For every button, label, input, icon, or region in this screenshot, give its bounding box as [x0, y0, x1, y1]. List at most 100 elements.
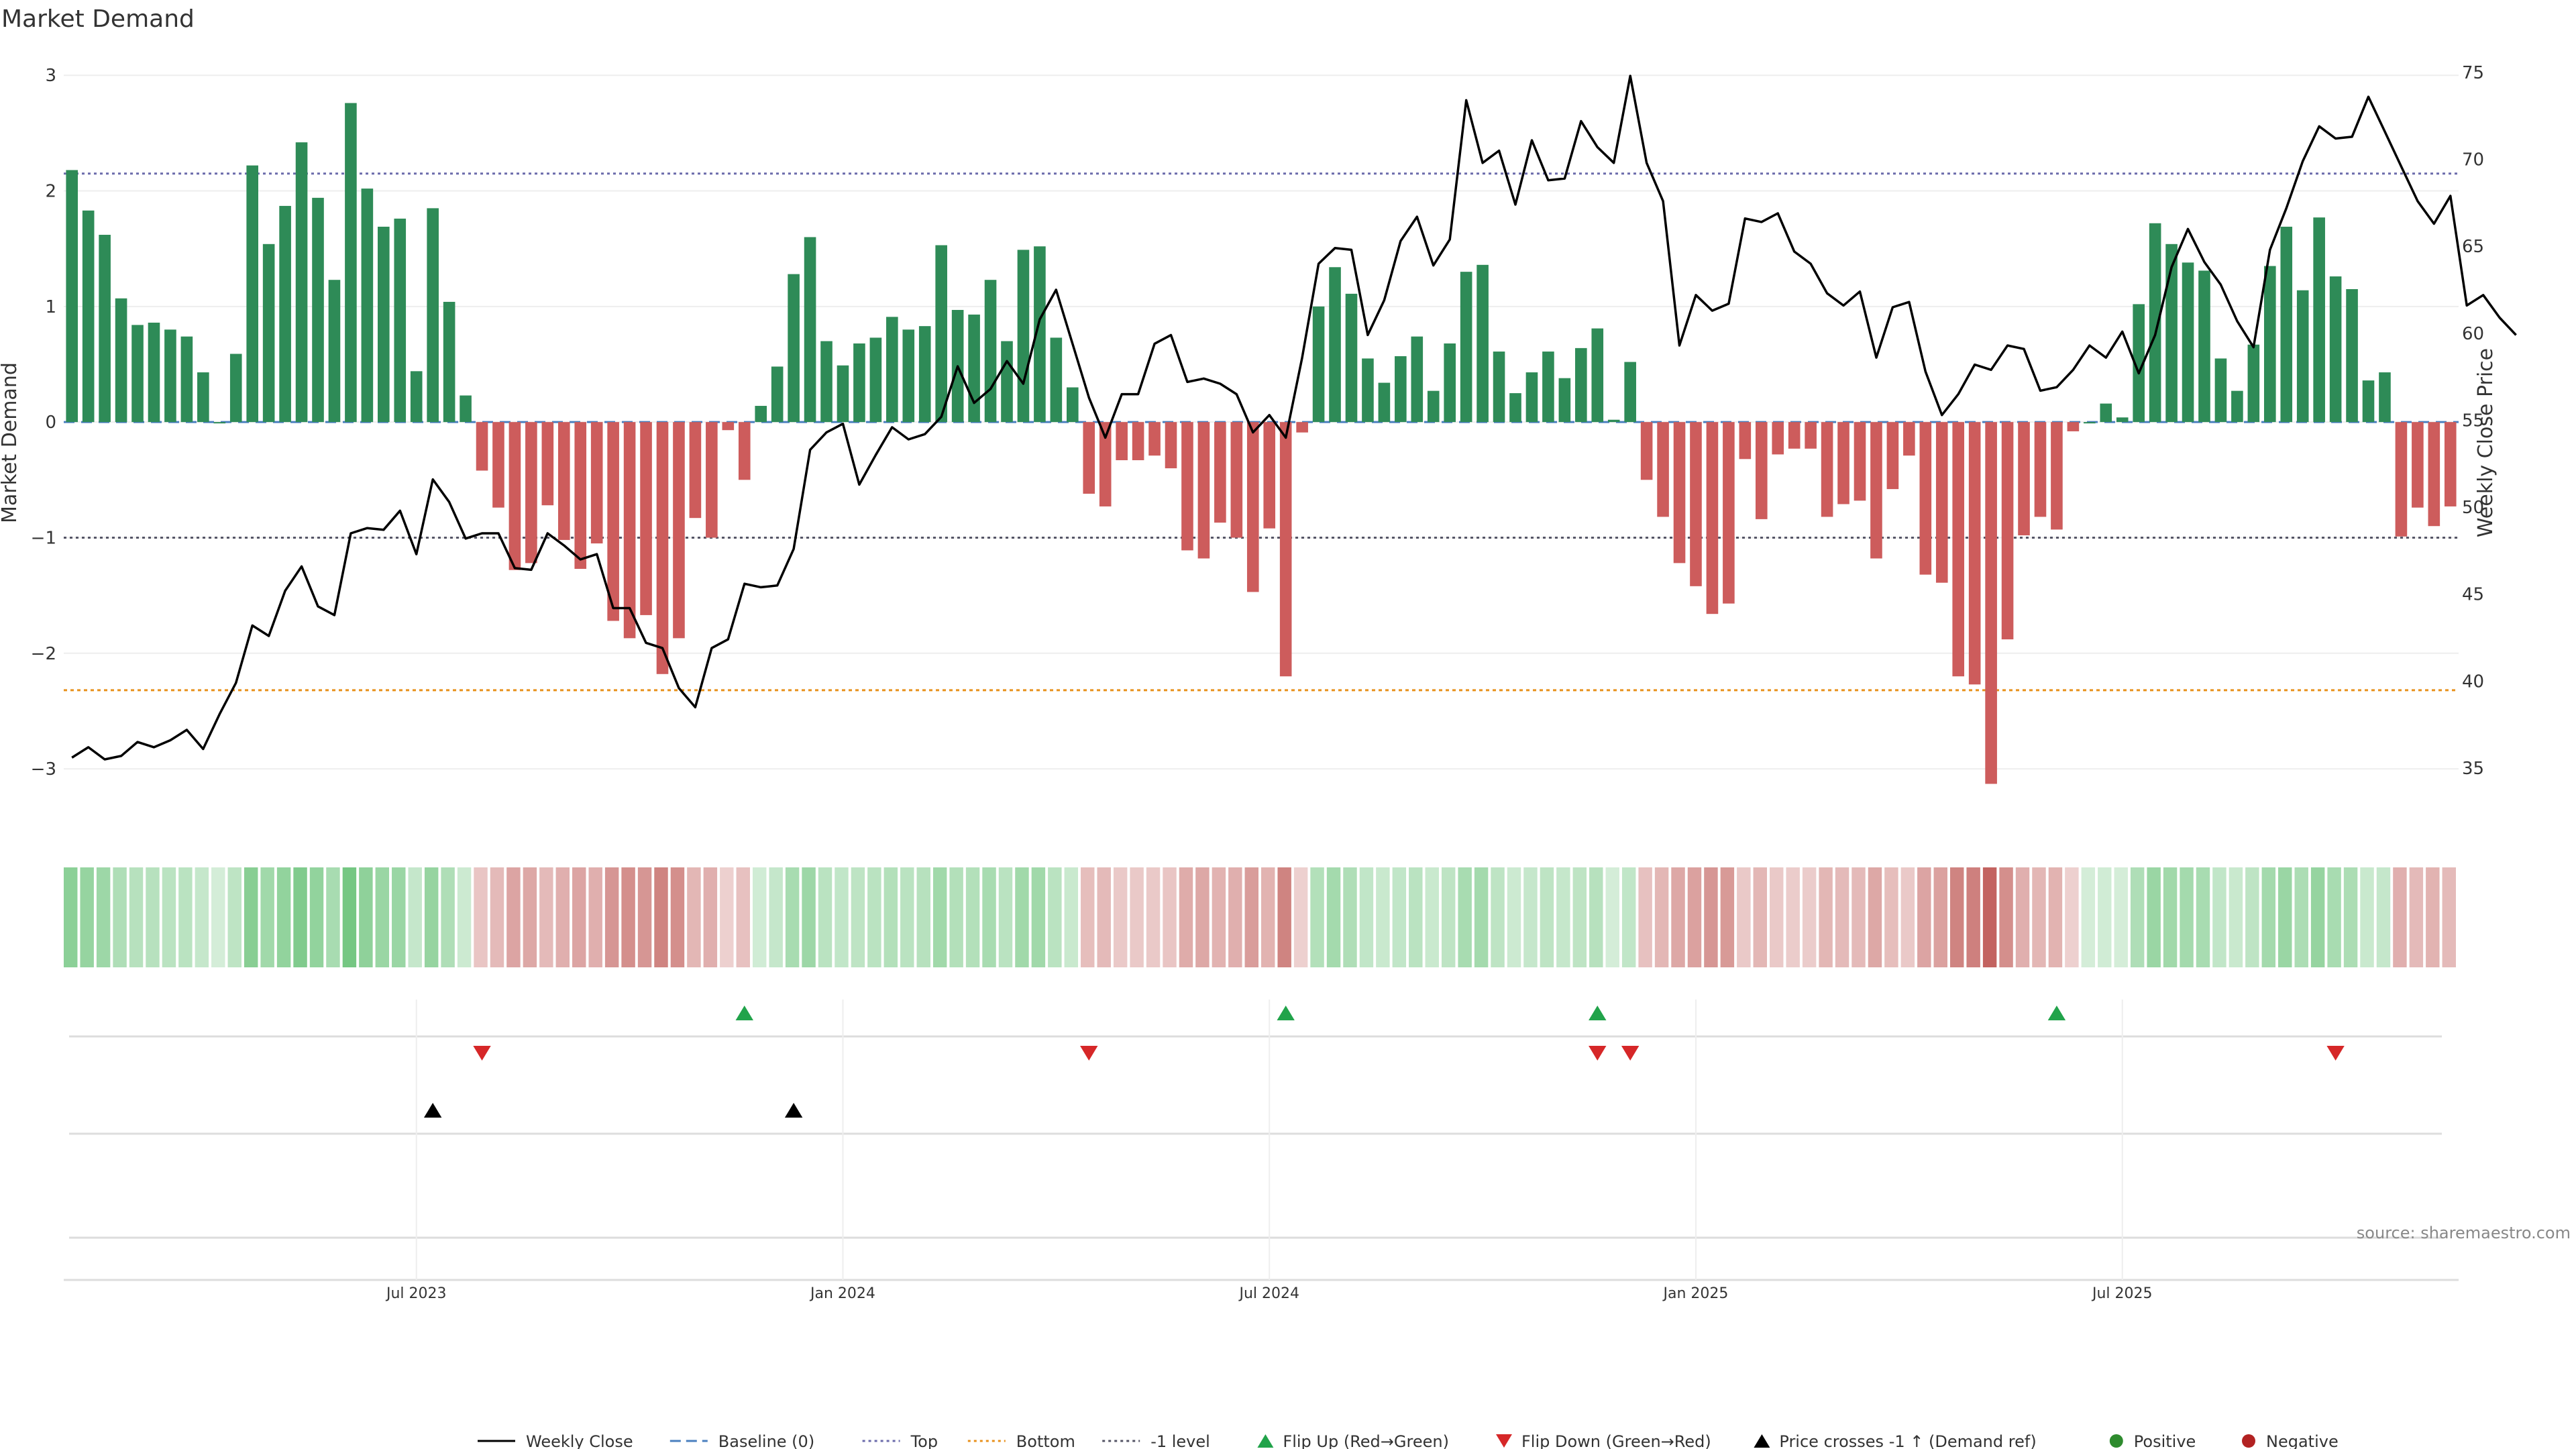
legend-label: Weekly Close — [526, 1432, 633, 1449]
negative-demand-bar — [1952, 422, 1965, 677]
heat-strip-cell — [670, 867, 685, 967]
positive-demand-bar — [394, 218, 407, 423]
heat-strip-cell — [2360, 867, 2374, 967]
positive-demand-bar — [410, 371, 423, 423]
positive-demand-bar — [788, 274, 800, 423]
negative-demand-bar — [590, 422, 603, 544]
heat-strip-cell — [2310, 867, 2325, 967]
positive-demand-bar — [1558, 378, 1571, 423]
positive-demand-bar — [1362, 358, 1374, 423]
heat-strip-cell — [523, 867, 537, 967]
heat-strip-cell — [1770, 867, 1784, 967]
negative-demand-bar — [1148, 422, 1161, 456]
heat-strip-cell — [2327, 867, 2341, 967]
positive-demand-bar — [1477, 264, 1489, 423]
negative-demand-bar — [476, 422, 488, 471]
flip-up-marker — [735, 1006, 753, 1020]
positive-demand-bar — [1427, 390, 1440, 423]
flip-down-marker — [1080, 1046, 1098, 1061]
heat-strip-cell — [474, 867, 488, 967]
positive-demand-bar — [771, 366, 784, 423]
positive-demand-bar — [2362, 380, 2375, 423]
flip-up-marker — [1589, 1006, 1607, 1020]
heat-strip-cell — [260, 867, 274, 967]
negative-demand-bar — [738, 422, 751, 480]
negative-demand-bar — [1657, 422, 1669, 517]
heat-strip-cell — [309, 867, 324, 967]
legend-label: Top — [910, 1432, 938, 1449]
heat-strip-cell — [752, 867, 767, 967]
heat-strip-cell — [1638, 867, 1652, 967]
positive-demand-bar — [820, 341, 833, 423]
y-tick-label: 0 — [45, 413, 56, 433]
heat-strip-cell — [703, 867, 718, 967]
heat-strip-cell — [441, 867, 455, 967]
negative-demand-bar — [1230, 422, 1243, 538]
heat-strip-cell — [818, 867, 833, 967]
heat-strip-cell — [457, 867, 472, 967]
heat-strip-cell — [1277, 867, 1291, 967]
heat-strip-cell — [1163, 867, 1177, 967]
y-tick-label: −2 — [31, 644, 56, 664]
positive-demand-bar — [82, 210, 95, 423]
positive-demand-bar — [1329, 267, 1341, 423]
positive-demand-bar — [66, 170, 78, 423]
positive-demand-bar — [2214, 358, 2227, 423]
negative-demand-bar — [2067, 422, 2080, 431]
positive-demand-bar — [164, 329, 176, 423]
heat-strip-cell — [1900, 867, 1915, 967]
negative-demand-bar — [1673, 422, 1686, 564]
heat-strip-cell — [1195, 867, 1210, 967]
positive-demand-bar — [131, 325, 144, 423]
heat-strip-cell — [1507, 867, 1521, 967]
negative-demand-bar — [1296, 422, 1308, 433]
positive-demand-bar — [1444, 343, 1456, 423]
heat-strip-cell — [1031, 867, 1046, 967]
y-tick-label: 1 — [45, 297, 56, 317]
positive-demand-bar — [2198, 270, 2210, 423]
heat-strip-cell — [2409, 867, 2424, 967]
positive-demand-bar — [279, 205, 291, 423]
legend-swatch — [2242, 1434, 2255, 1448]
positive-demand-bar — [197, 372, 209, 423]
heat-strip-cell — [2180, 867, 2194, 967]
positive-demand-bar — [2100, 403, 2112, 423]
source-note: source: sharemaestro.com — [2357, 1224, 2571, 1242]
positive-demand-bar — [918, 326, 931, 423]
heat-strip-cell — [736, 867, 750, 967]
heat-strip-cell — [802, 867, 816, 967]
flip-up-marker — [2047, 1006, 2066, 1020]
legend-label: Negative — [2266, 1432, 2339, 1449]
positive-demand-bar — [1525, 372, 1538, 423]
positive-demand-bar — [2116, 417, 2129, 423]
heat-strip-cell — [2015, 867, 2030, 967]
positive-demand-bar — [1591, 328, 1604, 423]
positive-demand-bar — [804, 237, 816, 423]
negative-demand-bar — [2001, 422, 2014, 640]
negative-demand-bar — [1723, 422, 1735, 604]
positive-demand-bar — [1607, 419, 1620, 423]
heat-strip-cell — [1474, 867, 1489, 967]
negative-demand-bar — [1968, 422, 1981, 685]
heat-strip-cell — [1376, 867, 1390, 967]
y2-tick-label: 70 — [2462, 150, 2484, 170]
negative-demand-bar — [525, 422, 537, 564]
heat-strip-cell — [1212, 867, 1226, 967]
heat-strip-cell — [1409, 867, 1423, 967]
negative-demand-bar — [1870, 422, 1882, 559]
heat-strip-cell — [1687, 867, 1702, 967]
negative-demand-bar — [1935, 422, 1948, 583]
positive-demand-bar — [1460, 272, 1472, 423]
chart-title: Market Demand — [1, 5, 195, 33]
heat-strip-cell — [506, 867, 521, 967]
positive-demand-bar — [246, 165, 259, 423]
negative-demand-bar — [1903, 422, 1915, 456]
negative-demand-bar — [656, 422, 669, 674]
heat-strip-cell — [1589, 867, 1603, 967]
price-cross-marker — [423, 1103, 442, 1118]
negative-demand-bar — [1706, 422, 1719, 614]
legend-label: Flip Down (Green→Red) — [1521, 1432, 1711, 1449]
positive-demand-bar — [1034, 246, 1046, 423]
positive-demand-bar — [2084, 422, 2096, 424]
heat-strip-cell — [1425, 867, 1439, 967]
